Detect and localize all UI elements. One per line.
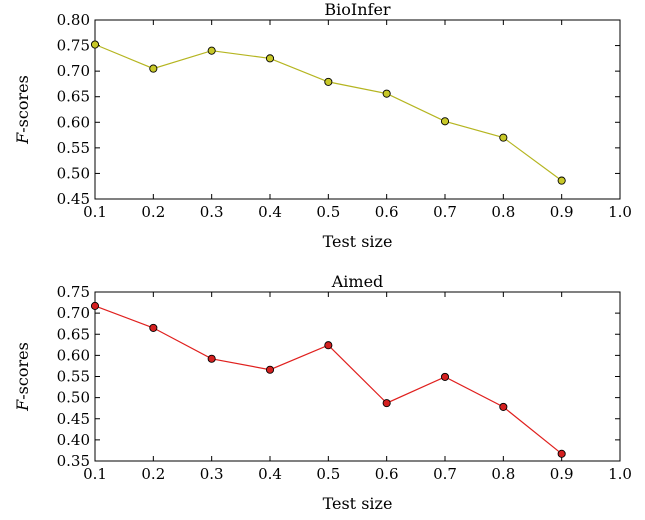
- y-axis-label-rest: -scores: [13, 75, 32, 133]
- y-axis-label-italic: F: [13, 399, 32, 412]
- y-tick-label: 0.50: [57, 389, 90, 407]
- data-point: [440, 372, 450, 381]
- y-tick-label: 0.65: [57, 88, 90, 106]
- x-tick-label: 0.6: [375, 203, 399, 221]
- series-line: [94, 43, 563, 182]
- data-point: [207, 46, 216, 55]
- data-point: [149, 64, 158, 73]
- y-tick-label: 0.65: [57, 325, 90, 343]
- y-tick-label: 0.40: [57, 431, 90, 449]
- data-point: [90, 301, 100, 310]
- y-tick-label: 0.60: [57, 346, 90, 364]
- data-point: [382, 89, 391, 98]
- y-axis-label-rest: -scores: [13, 342, 32, 400]
- data-point: [557, 449, 566, 458]
- data-point: [440, 117, 450, 126]
- y-tick-label: 0.75: [57, 283, 90, 301]
- x-tick-label: 0.9: [550, 465, 574, 483]
- y-tick-label: 0.55: [57, 139, 90, 157]
- y-tick-label: 0.45: [57, 410, 90, 428]
- x-tick-label: 0.2: [141, 203, 165, 221]
- y-tick-label: 0.70: [57, 62, 90, 80]
- x-tick-label: 0.7: [433, 465, 457, 483]
- x-tick-label: 0.1: [83, 465, 107, 483]
- y-tick-label: 0.35: [57, 452, 90, 470]
- chart-bioinfer: 0.1 0.2 0.3 0.4 0.5 0.6 0.7 0.8 0.9 1.0 0.45 0.50 0.…: [13, 0, 632, 251]
- y-tick-label: 0.60: [57, 113, 90, 131]
- x-tick-label: 0.5: [316, 465, 340, 483]
- chart-aimed: 0.1 0.2 0.3 0.4 0.5 0.6 0.7 0.8 0.9 1.0 0.35 0.40 0.…: [13, 272, 632, 513]
- data-point: [324, 77, 333, 86]
- x-tick-label: 0.1: [83, 203, 107, 221]
- data-point: [265, 365, 275, 374]
- y-tick-label: 0.75: [57, 37, 90, 55]
- y-tick-label: 0.70: [57, 304, 90, 322]
- plot-frame: [94, 19, 621, 200]
- data-point: [324, 341, 333, 350]
- x-tick-label: 0.6: [375, 465, 399, 483]
- x-tick-label: 0.3: [200, 465, 224, 483]
- chart-title: Aimed: [331, 272, 384, 291]
- plot-frame: [94, 291, 621, 462]
- data-point: [382, 399, 391, 408]
- y-tick-label: 0.50: [57, 164, 90, 182]
- data-point: [207, 354, 216, 363]
- x-tick-label: 1.0: [608, 465, 632, 483]
- data-point: [557, 176, 566, 185]
- x-tick-label: 1.0: [608, 203, 632, 221]
- data-point: [90, 40, 100, 49]
- y-axis-label-italic: F: [13, 132, 32, 145]
- x-tick-label: 0.5: [316, 203, 340, 221]
- x-tick-label: 0.7: [433, 203, 457, 221]
- data-point: [265, 54, 275, 63]
- x-tick-label: 0.4: [258, 465, 282, 483]
- series-line: [94, 305, 563, 455]
- y-tick-label: 0.45: [57, 190, 90, 208]
- y-tick-label: 0.80: [57, 11, 90, 29]
- x-tick-label: 0.8: [491, 465, 515, 483]
- data-point: [149, 323, 158, 332]
- x-tick-label: 0.3: [200, 203, 224, 221]
- x-axis-label: Test size: [323, 232, 393, 251]
- y-axis-label: F-scores: [13, 75, 32, 145]
- x-tick-label: 0.4: [258, 203, 282, 221]
- x-tick-label: 0.2: [141, 465, 165, 483]
- x-tick-label: 0.9: [550, 203, 574, 221]
- y-tick-label: 0.55: [57, 368, 90, 386]
- x-axis-label: Test size: [323, 494, 393, 513]
- y-axis-label: F-scores: [13, 342, 32, 412]
- chart-title: BioInfer: [324, 0, 391, 19]
- data-point: [499, 402, 508, 411]
- x-tick-label: 0.8: [491, 203, 515, 221]
- data-point: [499, 133, 508, 142]
